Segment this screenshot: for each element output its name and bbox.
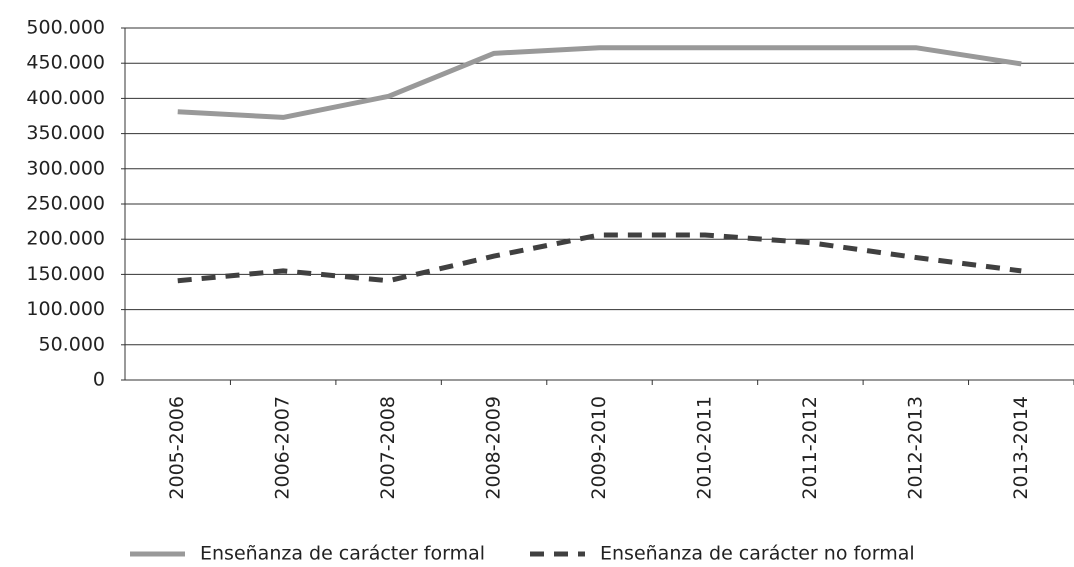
y-tick-label: 200.000 — [26, 228, 105, 250]
x-tick-label: 2009-2010 — [588, 396, 610, 500]
y-tick-label: 50.000 — [39, 333, 105, 355]
x-tick-label: 2010-2011 — [693, 396, 715, 500]
x-tick-label: 2011-2012 — [799, 396, 821, 500]
legend-label: Enseñanza de carácter formal — [200, 543, 485, 565]
x-tick-label: 2005-2006 — [166, 396, 188, 500]
x-tick-label: 2012-2013 — [904, 396, 926, 500]
x-tick-label: 2008-2009 — [483, 396, 505, 500]
legend-label: Enseñanza de carácter no formal — [600, 543, 915, 565]
x-tick-label: 2007-2008 — [377, 396, 399, 500]
y-tick-label: 0 — [93, 369, 105, 391]
y-tick-label: 500.000 — [26, 17, 105, 39]
y-tick-label: 450.000 — [26, 52, 105, 74]
x-tick-label: 2013-2014 — [1010, 396, 1032, 500]
y-tick-label: 300.000 — [26, 157, 105, 179]
y-tick-label: 350.000 — [26, 122, 105, 144]
series-line — [177, 45, 1022, 120]
y-tick-label: 150.000 — [26, 263, 105, 285]
y-tick-label: 250.000 — [26, 193, 105, 215]
x-tick-label: 2006-2007 — [272, 396, 294, 500]
y-tick-label: 100.000 — [26, 298, 105, 320]
y-tick-label: 400.000 — [26, 87, 105, 109]
series-line — [177, 232, 1022, 284]
